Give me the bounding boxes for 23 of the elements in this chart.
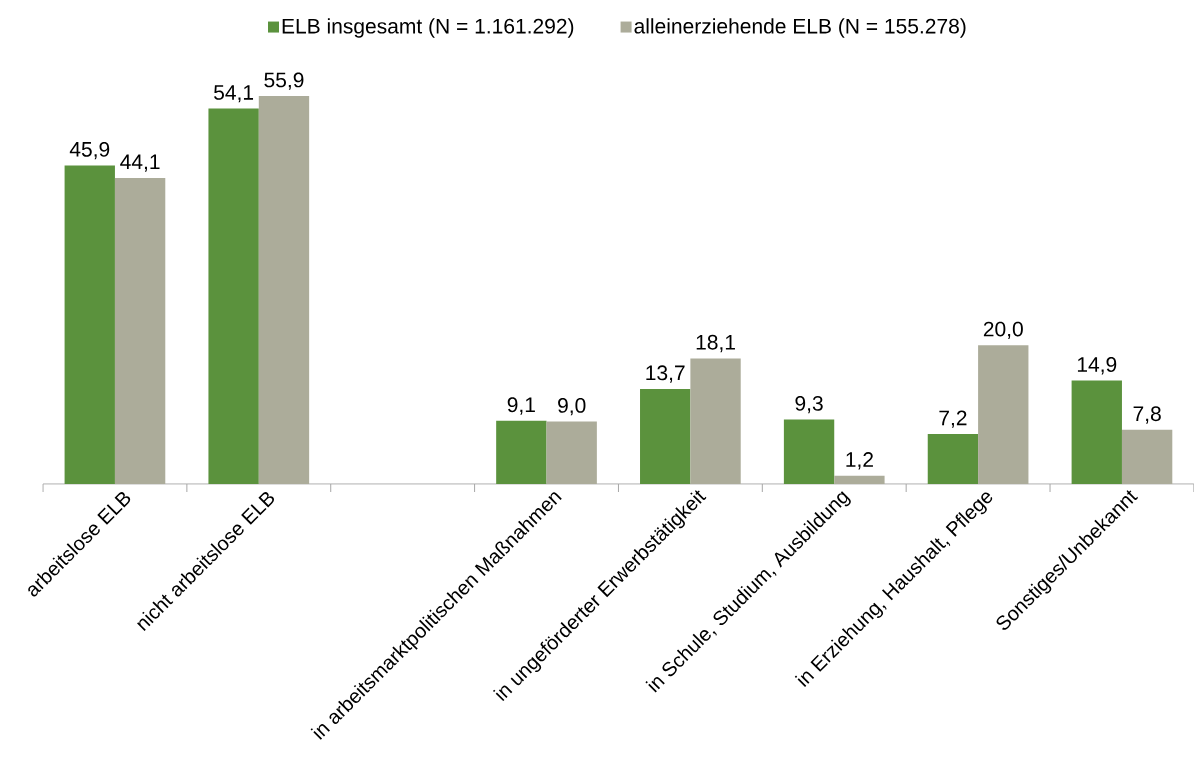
bar xyxy=(64,165,115,484)
bar xyxy=(1071,380,1122,484)
data-label: 20,0 xyxy=(983,321,1023,339)
data-label: 9,1 xyxy=(507,397,535,415)
data-label: 55,9 xyxy=(264,72,304,90)
data-label: 54,1 xyxy=(214,85,254,103)
data-label: 9,0 xyxy=(558,397,586,416)
legend-label: alleinerziehende ELB (N = 155.278) xyxy=(634,18,966,38)
data-label: 13,7 xyxy=(646,365,685,383)
data-label: 7,8 xyxy=(1133,406,1161,424)
bar xyxy=(640,388,691,484)
bar xyxy=(496,420,547,484)
data-label: 18,1 xyxy=(696,334,735,353)
legend-label: ELB insgesamt (N = 1.161.292) xyxy=(282,18,574,38)
data-label: 45,9 xyxy=(69,141,110,160)
data-label: 7,2 xyxy=(939,410,967,428)
data-label: 9,3 xyxy=(795,395,823,414)
data-label: 1,2 xyxy=(846,452,873,470)
bar xyxy=(208,108,259,484)
bar xyxy=(783,419,835,484)
data-label: 14,9 xyxy=(1077,357,1117,375)
data-label: 44,1 xyxy=(120,154,160,172)
bar xyxy=(927,434,979,484)
